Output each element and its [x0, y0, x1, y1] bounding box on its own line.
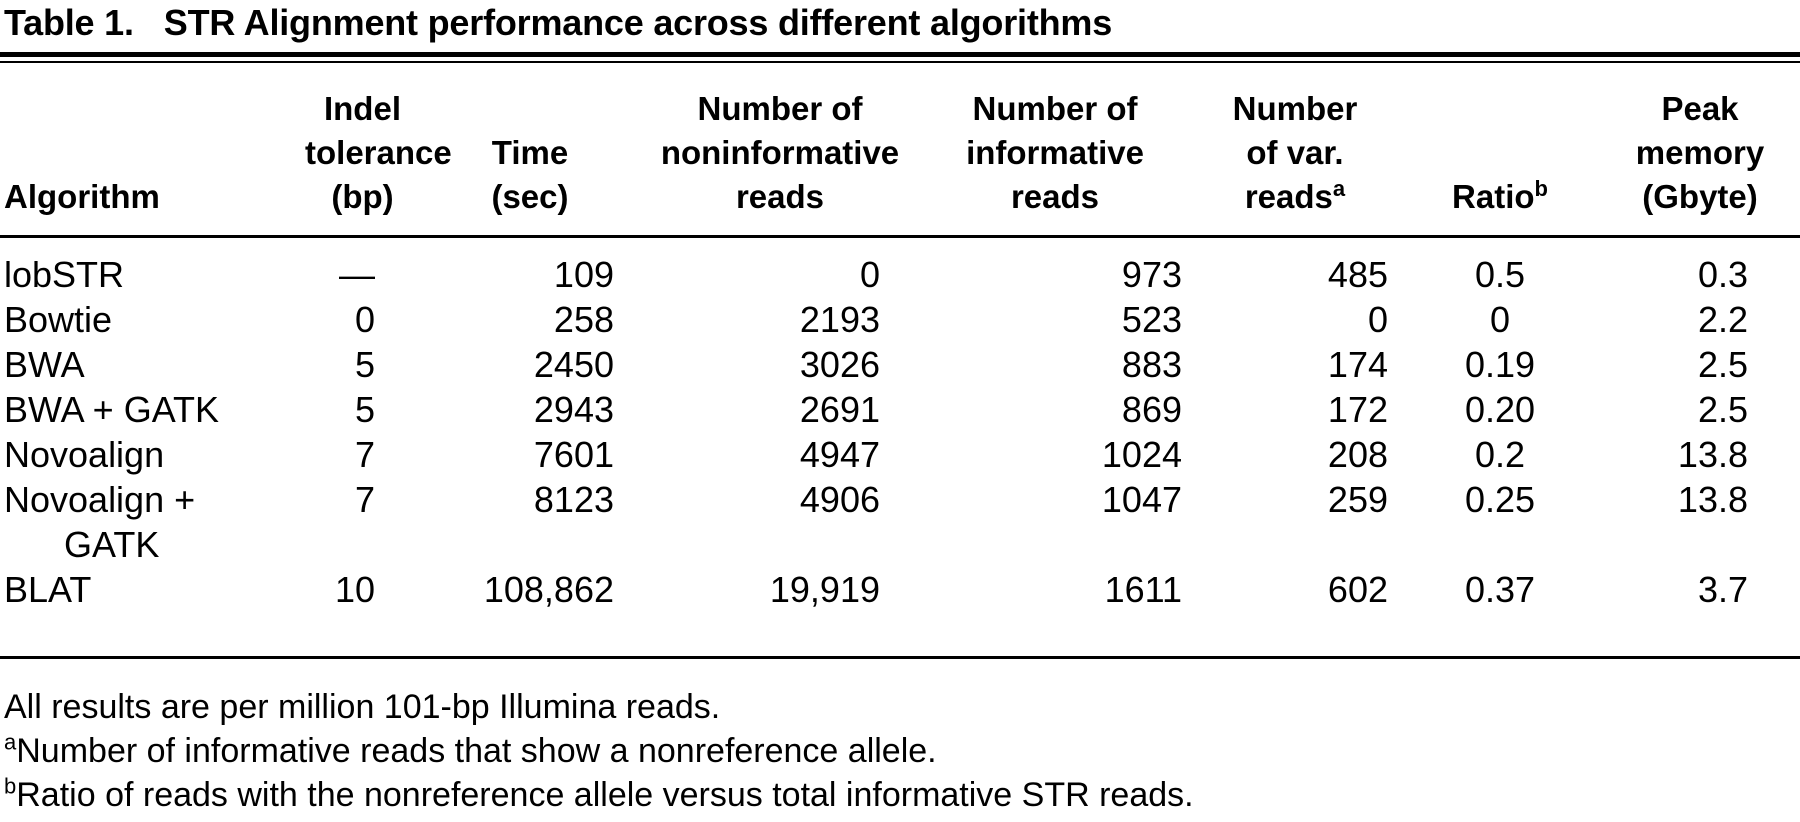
cell-var-reads: 208	[1327, 434, 1388, 475]
column-header-noninformative-reads: Number of noninformative reads	[640, 63, 920, 238]
cell-noninformative-reads: 2691	[799, 389, 880, 430]
cell-noninformative-reads: 2193	[799, 299, 880, 340]
cell-indel-tolerance: 10	[334, 569, 375, 610]
column-header-label: Number of noninformative reads	[660, 90, 900, 215]
table-row: BLAT 10 108,862 19,919 1611 602 0.37 3.7	[0, 567, 1800, 656]
cell-ratio: 0.19	[1464, 344, 1536, 385]
column-header-peak-memory: Peak memory (Gbyte)	[1600, 63, 1800, 238]
cell-informative-reads: 883	[1121, 344, 1182, 385]
column-header-label: Ratio	[1452, 178, 1535, 215]
cell-ratio: 0.2	[1474, 434, 1526, 475]
cell-peak-memory: 13.8	[1677, 479, 1748, 520]
column-header-label: Indel tolerance (bp)	[305, 90, 452, 215]
column-header-label: Time (sec)	[491, 134, 569, 215]
column-header-time: Time (sec)	[420, 63, 640, 238]
cell-informative-reads: 1024	[1101, 434, 1182, 475]
cell-algorithm: BWA + GATK	[4, 389, 220, 430]
cell-algorithm: lobSTR	[4, 254, 125, 295]
footnotes: All results are per million 101-bp Illum…	[0, 659, 1800, 817]
column-header-label: Algorithm	[4, 178, 160, 215]
cell-noninformative-reads: 4947	[799, 434, 880, 475]
table-row: BWA 5 2450 3026 883 174 0.19 2.5	[0, 342, 1800, 387]
header-superscript: b	[1534, 176, 1548, 201]
header-superscript: a	[1332, 176, 1346, 201]
column-header-informative-reads: Number of informative reads	[920, 63, 1190, 238]
cell-noninformative-reads: 4906	[799, 479, 880, 520]
column-header-label: Number of var. reads	[1232, 90, 1358, 215]
table-number-label: Table 1.	[4, 2, 134, 43]
header-row: Algorithm Indel tolerance (bp) Time (sec…	[0, 63, 1800, 238]
cell-time: 258	[553, 299, 614, 340]
cell-noninformative-reads: 19,919	[769, 569, 880, 610]
cell-var-reads: 0	[1367, 299, 1388, 340]
cell-var-reads: 485	[1327, 254, 1388, 295]
column-header-label: Peak memory (Gbyte)	[1635, 90, 1765, 215]
cell-indel-tolerance: 7	[354, 434, 375, 475]
cell-informative-reads: 1047	[1101, 479, 1182, 520]
title-rule-thick	[0, 52, 1800, 57]
cell-algorithm: Novoalign + GATK	[4, 479, 196, 565]
cell-informative-reads: 1611	[1104, 569, 1182, 610]
cell-algorithm: Novoalign	[4, 434, 165, 475]
table-row: BWA + GATK 5 2943 2691 869 172 0.20 2.5	[0, 387, 1800, 432]
cell-noninformative-reads: 3026	[799, 344, 880, 385]
cell-var-reads: 259	[1327, 479, 1388, 520]
table-row: Novoalign 7 7601 4947 1024 208 0.2 13.8	[0, 432, 1800, 477]
cell-peak-memory: 2.5	[1697, 389, 1748, 430]
column-header-label: Number of informative reads	[966, 90, 1144, 215]
cell-informative-reads: 869	[1121, 389, 1182, 430]
footnote-a: aNumber of informative reads that show a…	[4, 729, 1796, 773]
column-header-algorithm: Algorithm	[0, 63, 305, 238]
cell-indel-tolerance: 5	[354, 389, 375, 430]
table-title: Table 1. STR Alignment performance across…	[0, 0, 1800, 52]
column-header-indel-tolerance: Indel tolerance (bp)	[305, 63, 452, 238]
cell-ratio: 0.37	[1464, 569, 1536, 610]
cell-time: 7601	[533, 434, 614, 475]
cell-noninformative-reads: 0	[859, 254, 880, 295]
cell-ratio: 0.25	[1464, 479, 1536, 520]
cell-ratio: 0.20	[1464, 389, 1536, 430]
cell-peak-memory: 13.8	[1677, 434, 1748, 475]
footnote-b: bRatio of reads with the nonreference al…	[4, 773, 1796, 817]
cell-indel-tolerance: —	[339, 254, 375, 295]
footnote-text: All results are per million 101-bp Illum…	[4, 688, 721, 726]
cell-peak-memory: 2.5	[1697, 344, 1748, 385]
cell-var-reads: 172	[1327, 389, 1388, 430]
cell-peak-memory: 0.3	[1697, 254, 1748, 295]
cell-var-reads: 174	[1327, 344, 1388, 385]
cell-time: 108,862	[483, 569, 614, 610]
cell-indel-tolerance: 0	[354, 299, 375, 340]
cell-ratio: 0	[1489, 299, 1511, 340]
cell-time: 2450	[533, 344, 614, 385]
cell-indel-tolerance: 5	[354, 344, 375, 385]
table-bottom-rule	[0, 656, 1800, 659]
footnote-marker: a	[4, 729, 17, 755]
cell-var-reads: 602	[1327, 569, 1388, 610]
footnote-text: Number of informative reads that show a …	[16, 732, 937, 770]
cell-algorithm: BLAT	[4, 569, 92, 610]
footnote-marker: b	[4, 773, 17, 799]
cell-informative-reads: 523	[1121, 299, 1182, 340]
cell-algorithm: Bowtie	[4, 299, 113, 340]
table-title-text: STR Alignment performance across differe…	[163, 2, 1113, 43]
column-header-ratio: Ratiob	[1400, 63, 1600, 238]
cell-time: 8123	[533, 479, 614, 520]
cell-time: 109	[553, 254, 614, 295]
results-table: Algorithm Indel tolerance (bp) Time (sec…	[0, 63, 1800, 656]
table-row: Novoalign + GATK 7 8123 4906 1047 259 0.…	[0, 477, 1800, 567]
cell-algorithm: BWA	[4, 344, 85, 385]
column-header-var-reads: Number of var. readsa	[1190, 63, 1400, 238]
title-rule-thin	[0, 61, 1800, 63]
table-row: Bowtie 0 258 2193 523 0 0 2.2	[0, 297, 1800, 342]
cell-peak-memory: 2.2	[1697, 299, 1748, 340]
table-row: lobSTR — 109 0 973 485 0.5 0.3	[0, 237, 1800, 298]
footnote-general: All results are per million 101-bp Illum…	[4, 685, 1796, 729]
cell-ratio: 0.5	[1474, 254, 1526, 295]
cell-indel-tolerance: 7	[354, 479, 375, 520]
cell-peak-memory: 3.7	[1697, 569, 1748, 610]
cell-time: 2943	[533, 389, 614, 430]
footnote-text: Ratio of reads with the nonreference all…	[16, 776, 1194, 814]
cell-informative-reads: 973	[1121, 254, 1182, 295]
